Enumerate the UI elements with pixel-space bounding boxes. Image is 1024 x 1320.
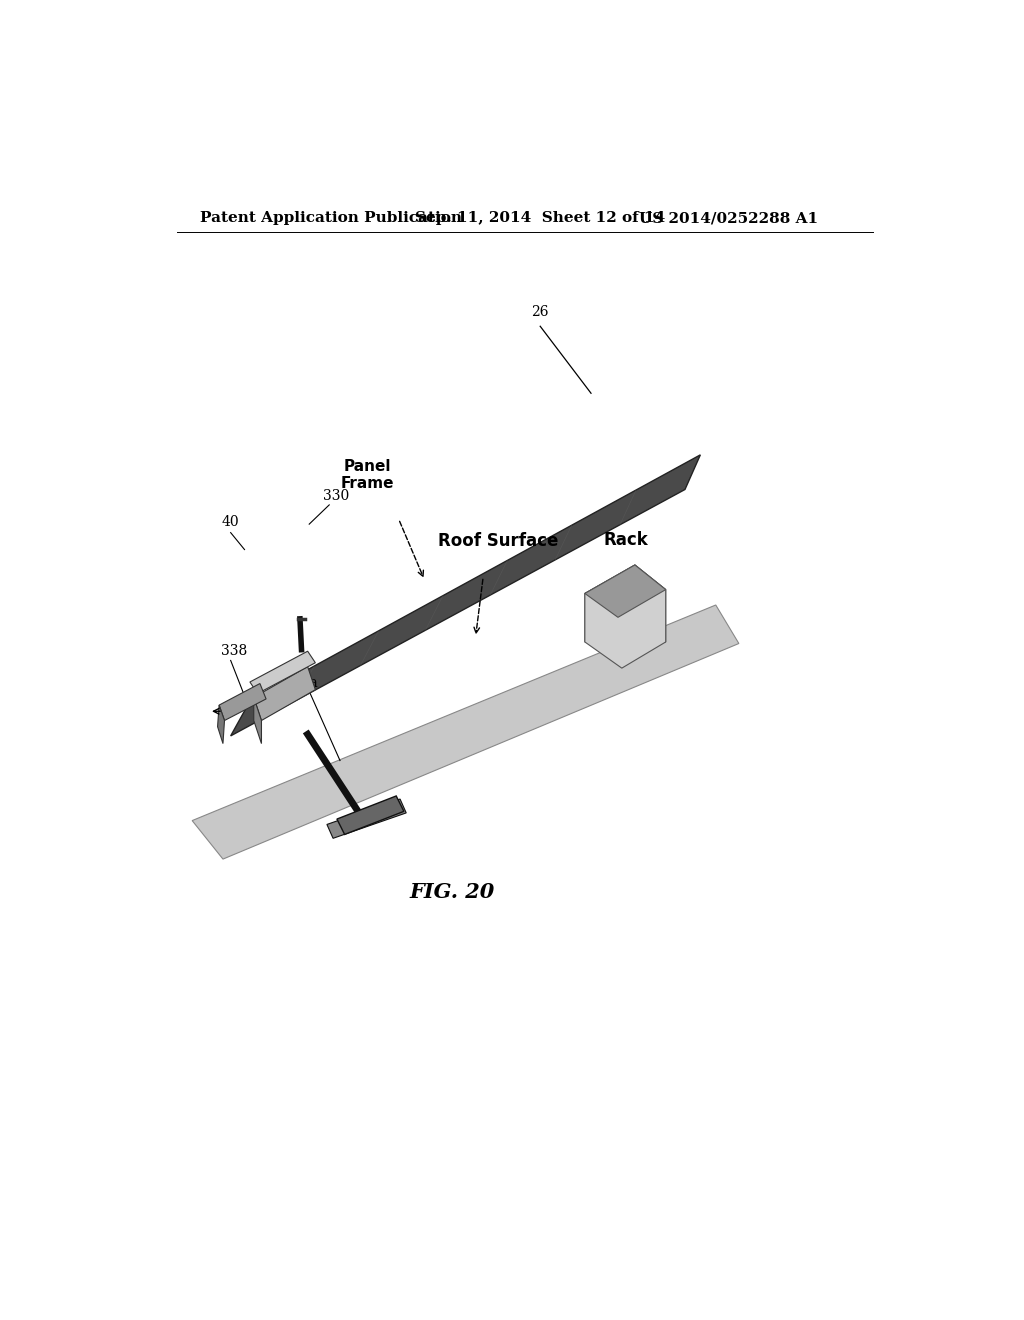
Text: 40: 40: [221, 516, 239, 529]
Text: Patent Application Publication: Patent Application Publication: [200, 211, 462, 226]
Polygon shape: [193, 605, 739, 859]
Polygon shape: [230, 455, 700, 737]
Text: Roof Surface: Roof Surface: [438, 532, 559, 549]
Polygon shape: [327, 799, 407, 838]
Polygon shape: [254, 667, 315, 721]
Polygon shape: [585, 565, 666, 668]
Text: 26: 26: [531, 305, 549, 319]
Polygon shape: [217, 705, 224, 743]
Text: 634a: 634a: [283, 676, 317, 689]
Text: US 2014/0252288 A1: US 2014/0252288 A1: [639, 211, 818, 226]
Polygon shape: [250, 651, 315, 693]
Polygon shape: [585, 565, 666, 618]
Polygon shape: [254, 697, 261, 743]
Polygon shape: [337, 796, 403, 834]
Polygon shape: [219, 684, 266, 721]
Text: 330: 330: [323, 488, 349, 503]
Text: Rack: Rack: [603, 531, 648, 549]
Text: Panel
Frame: Panel Frame: [341, 459, 394, 491]
Polygon shape: [585, 565, 666, 642]
Text: Sep. 11, 2014  Sheet 12 of 14: Sep. 11, 2014 Sheet 12 of 14: [416, 211, 666, 226]
Text: FIG. 20: FIG. 20: [410, 882, 495, 902]
Text: 338: 338: [221, 644, 248, 659]
